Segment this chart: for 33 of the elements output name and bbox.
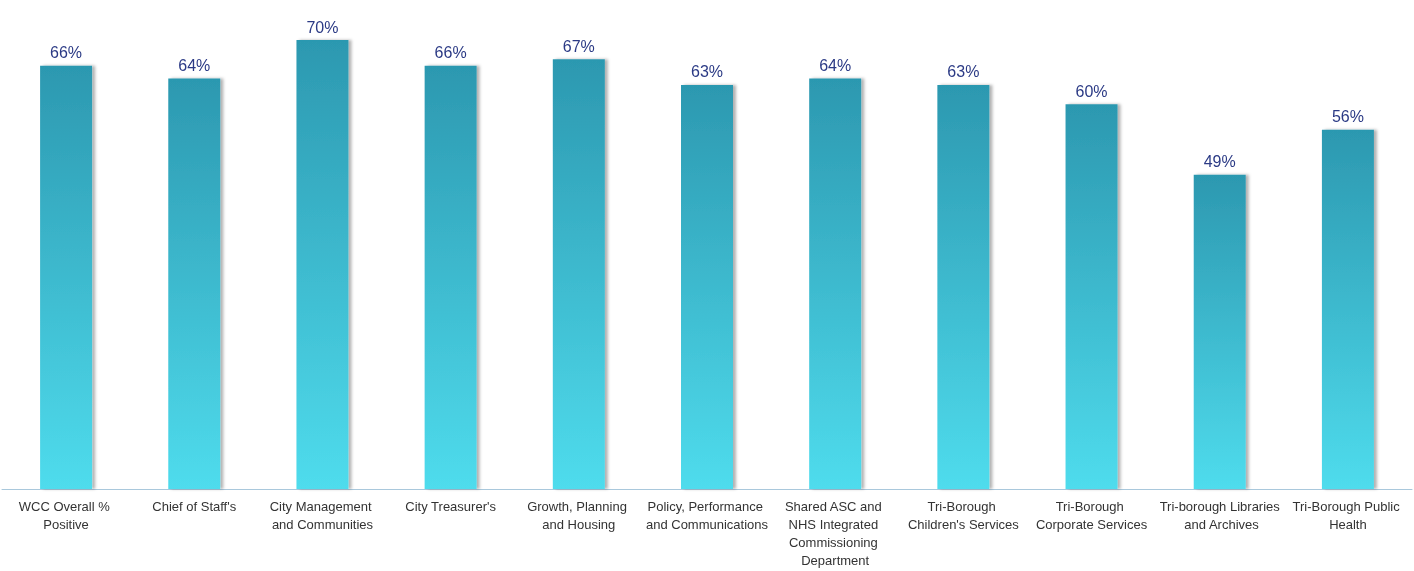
bar	[809, 78, 862, 489]
data-label: 70%	[306, 18, 339, 36]
data-label: 64%	[178, 56, 211, 74]
data-label: 63%	[947, 63, 980, 81]
bar	[296, 40, 349, 489]
data-label: 60%	[1075, 82, 1108, 100]
bar	[937, 84, 990, 489]
x-tick-label: Tri-Borough Public Health	[1292, 498, 1404, 532]
x-tick-label: Tri-Borough Corporate Services	[1035, 498, 1148, 532]
x-tick-label: Growth, Planning and Housing	[527, 498, 631, 532]
x-tick-label: Policy, Performance and Communications	[645, 498, 769, 532]
x-tick-label: Chief of Staff's	[152, 498, 237, 514]
data-label: 67%	[562, 37, 595, 55]
data-label: 64%	[819, 56, 852, 74]
bar	[681, 84, 733, 489]
x-tick-label: WCC Overall % Positive	[18, 498, 114, 532]
bar	[1193, 174, 1246, 489]
bar	[424, 65, 477, 489]
x-tick-label: Tri-borough Libraries and Archives	[1159, 498, 1281, 532]
bar	[1321, 129, 1374, 489]
data-label: 63%	[690, 63, 724, 81]
bar	[1065, 104, 1118, 489]
bar	[40, 65, 93, 489]
data-label: 66%	[50, 44, 83, 62]
data-label: 56%	[1331, 108, 1364, 126]
data-label: 49%	[1203, 153, 1236, 171]
x-tick-label: Tri-Borough Children's Services	[907, 498, 1020, 532]
x-tick-label: City Treasurer's	[405, 498, 497, 514]
x-tick-label: City Management and Communities	[269, 498, 376, 532]
bar	[168, 78, 221, 489]
bar	[552, 59, 605, 489]
x-tick-label: Shared ASC and NHS Integrated Commissioning Department	[784, 498, 886, 568]
data-label: 66%	[434, 44, 467, 62]
